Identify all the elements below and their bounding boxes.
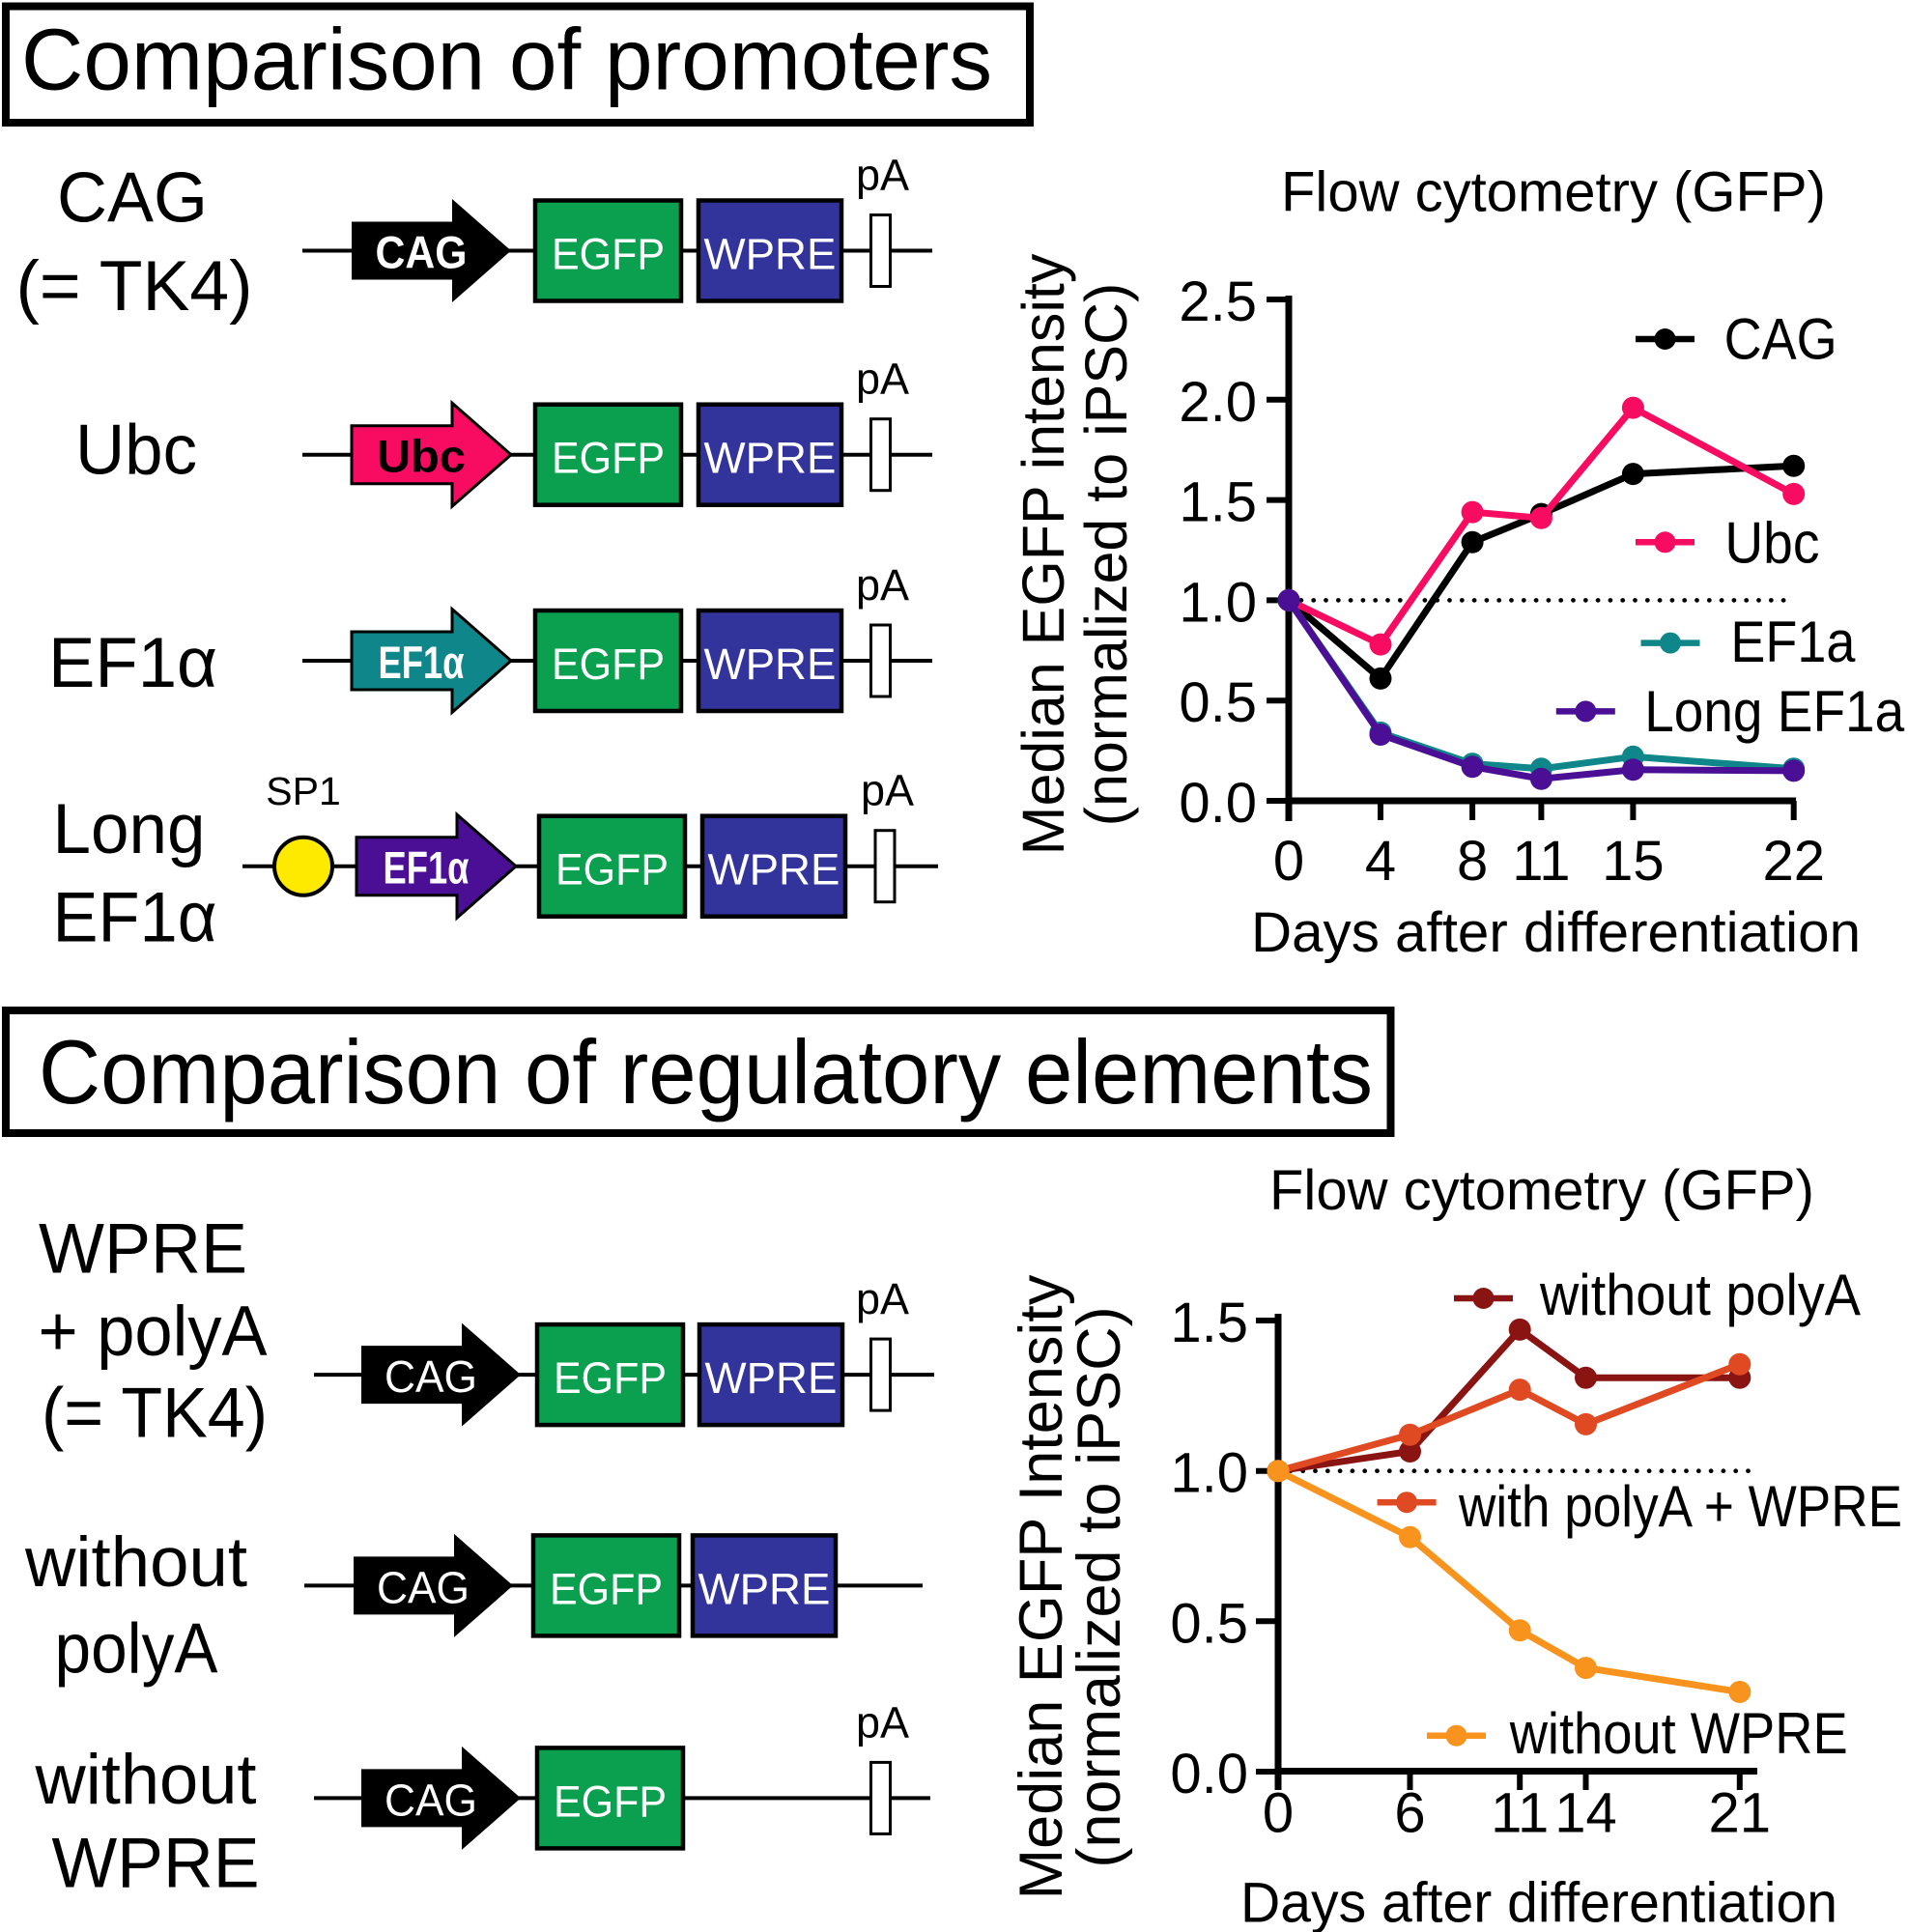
svg-text:WPRE: WPRE xyxy=(39,1210,247,1289)
svg-text:CAG: CAG xyxy=(376,227,468,278)
svg-text:WPRE: WPRE xyxy=(705,1353,838,1403)
svg-text:polyA: polyA xyxy=(55,1610,218,1689)
svg-text:(= TK4): (= TK4) xyxy=(16,247,253,326)
svg-text:without: without xyxy=(24,1523,247,1602)
svg-text:(= TK4): (= TK4) xyxy=(42,1375,268,1453)
svg-text:WPRE: WPRE xyxy=(704,639,837,689)
svg-text:EF1α: EF1α xyxy=(48,624,217,702)
svg-text:CAG: CAG xyxy=(384,1775,477,1825)
svg-text:EGFP: EGFP xyxy=(552,230,665,279)
svg-text:+ polyA: + polyA xyxy=(39,1293,268,1371)
svg-text:SP1: SP1 xyxy=(266,769,341,813)
svg-text:pA: pA xyxy=(856,1274,909,1323)
svg-text:(normalized to iPSC): (normalized to iPSC) xyxy=(1073,283,1139,827)
svg-text:8: 8 xyxy=(1457,830,1488,893)
svg-text:14: 14 xyxy=(1554,1782,1617,1845)
svg-text:EF1a: EF1a xyxy=(1730,610,1856,674)
svg-text:Long EF1a: Long EF1a xyxy=(1644,679,1905,744)
svg-text:pA: pA xyxy=(856,560,909,610)
svg-text:EF1α: EF1α xyxy=(379,637,465,688)
svg-text:22: 22 xyxy=(1762,830,1825,893)
svg-text:Days after differentiation: Days after differentiation xyxy=(1251,901,1861,964)
svg-text:Ubc: Ubc xyxy=(1724,511,1819,576)
svg-text:CAG: CAG xyxy=(377,1562,470,1612)
svg-text:CAG: CAG xyxy=(1724,307,1837,372)
svg-text:EGFP: EGFP xyxy=(552,639,665,689)
svg-text:WPRE: WPRE xyxy=(52,1825,260,1903)
svg-text:without WPRE: without WPRE xyxy=(1509,1701,1848,1766)
svg-text:without polyA: without polyA xyxy=(1539,1263,1861,1327)
svg-text:2.5: 2.5 xyxy=(1179,270,1257,333)
svg-text:11: 11 xyxy=(1491,1782,1549,1845)
svg-text:Days after differentiation: Days after differentiation xyxy=(1240,1872,1837,1932)
svg-text:6: 6 xyxy=(1394,1782,1425,1845)
svg-text:11: 11 xyxy=(1512,830,1570,893)
svg-text:1.0: 1.0 xyxy=(1170,1442,1248,1505)
svg-text:(normalized to iPSC): (normalized to iPSC) xyxy=(1066,1306,1133,1867)
svg-text:Ubc: Ubc xyxy=(377,431,466,482)
svg-text:pA: pA xyxy=(856,355,909,404)
svg-text:EF1α: EF1α xyxy=(53,879,217,957)
svg-text:Long: Long xyxy=(53,790,206,868)
svg-text:pA: pA xyxy=(856,1697,909,1747)
svg-text:WPRE: WPRE xyxy=(704,434,837,483)
svg-text:1.5: 1.5 xyxy=(1179,471,1257,534)
svg-text:CAG: CAG xyxy=(57,159,208,238)
svg-text:WPRE: WPRE xyxy=(704,230,837,279)
svg-text:WPRE: WPRE xyxy=(708,845,840,895)
svg-text:4: 4 xyxy=(1365,830,1396,893)
svg-text:Median EGFP intensity: Median EGFP intensity xyxy=(1011,253,1076,855)
svg-text:0.5: 0.5 xyxy=(1179,671,1257,734)
svg-text:EGFP: EGFP xyxy=(550,1564,663,1613)
svg-text:CAG: CAG xyxy=(384,1351,477,1402)
svg-text:Flow cytometry (GFP): Flow cytometry (GFP) xyxy=(1269,1159,1814,1222)
svg-text:0: 0 xyxy=(1263,1782,1294,1845)
svg-text:EGFP: EGFP xyxy=(554,1776,667,1826)
svg-text:EF1α: EF1α xyxy=(384,842,470,894)
svg-text:pA: pA xyxy=(856,151,909,200)
svg-text:0.5: 0.5 xyxy=(1170,1592,1248,1655)
svg-text:EGFP: EGFP xyxy=(555,845,669,895)
svg-text:with polyA + WPRE: with polyA + WPRE xyxy=(1458,1474,1902,1539)
svg-text:Ubc: Ubc xyxy=(75,412,197,490)
svg-text:Flow cytometry (GFP): Flow cytometry (GFP) xyxy=(1281,161,1826,224)
svg-text:pA: pA xyxy=(861,766,914,815)
svg-text:1.0: 1.0 xyxy=(1179,571,1257,634)
svg-text:15: 15 xyxy=(1602,830,1665,893)
svg-text:0.0: 0.0 xyxy=(1179,772,1257,835)
svg-text:21: 21 xyxy=(1709,1782,1772,1845)
svg-text:Median EGFP Intensity: Median EGFP Intensity xyxy=(1008,1274,1075,1899)
svg-text:EGFP: EGFP xyxy=(552,434,665,483)
svg-text:Comparison of regulatory eleme: Comparison of regulatory elements xyxy=(39,1021,1373,1122)
svg-text:0.0: 0.0 xyxy=(1170,1743,1248,1805)
svg-text:WPRE: WPRE xyxy=(698,1564,831,1613)
svg-text:0: 0 xyxy=(1273,830,1304,893)
svg-text:Comparison of promoters: Comparison of promoters xyxy=(21,13,992,109)
svg-text:2.0: 2.0 xyxy=(1179,371,1257,434)
svg-text:EGFP: EGFP xyxy=(554,1353,667,1403)
svg-text:without: without xyxy=(35,1741,257,1819)
svg-text:1.5: 1.5 xyxy=(1170,1292,1248,1354)
